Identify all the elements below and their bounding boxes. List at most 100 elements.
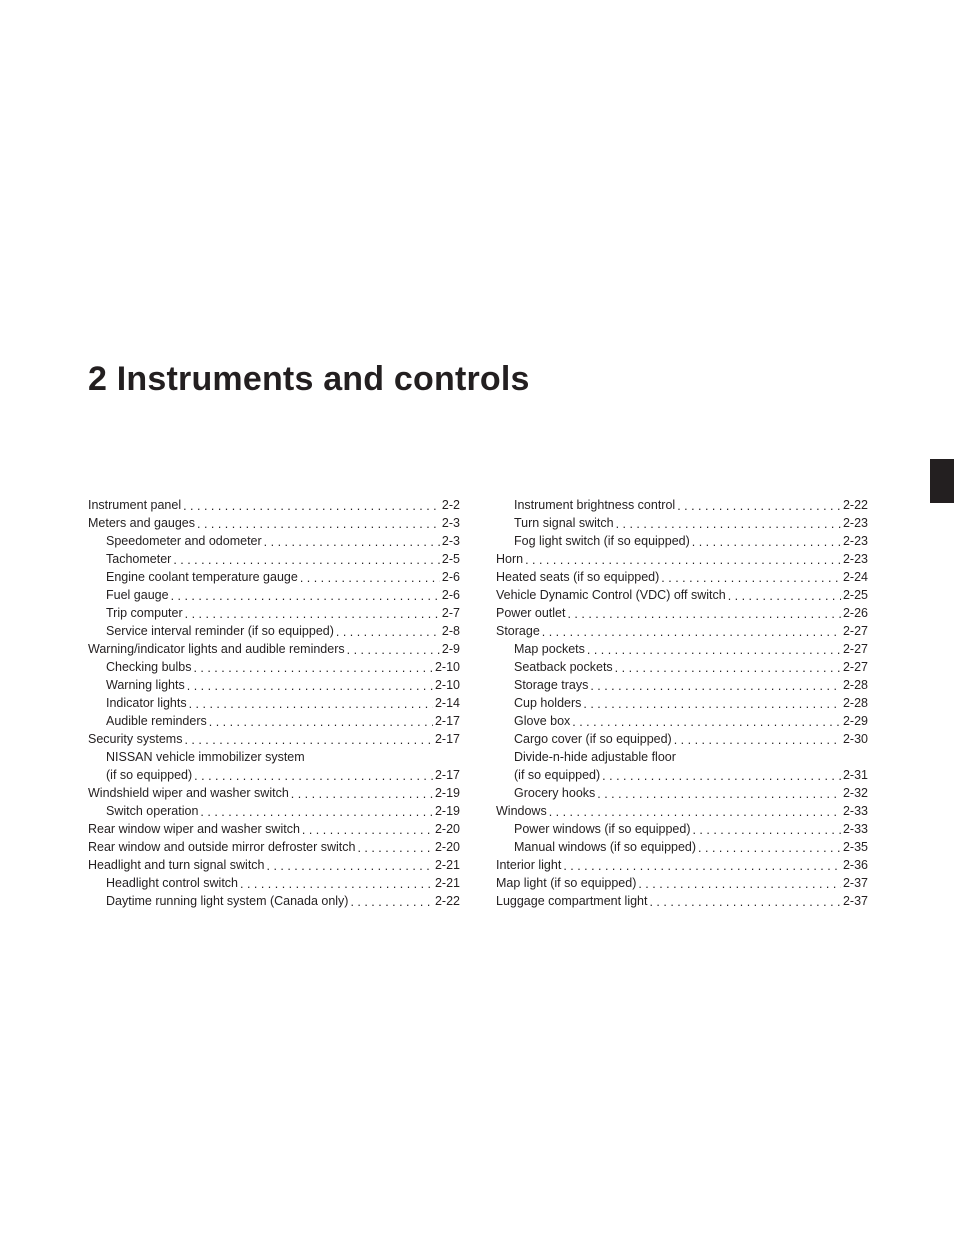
- toc-entry-page: 2-24: [843, 570, 868, 585]
- toc-dot-leader: [264, 535, 440, 550]
- toc-dot-leader: [200, 805, 433, 820]
- toc-entry: Vehicle Dynamic Control (VDC) off switch…: [496, 588, 868, 603]
- toc-entry: Windshield wiper and washer switch2-19: [88, 786, 460, 801]
- toc-dot-leader: [525, 553, 841, 568]
- toc-entry-page: 2-31: [843, 768, 868, 783]
- toc-entry: Switch operation 2-19: [88, 804, 460, 819]
- toc-entry-page: 2-23: [843, 534, 868, 549]
- toc-dot-leader: [567, 607, 840, 622]
- toc-dot-leader: [302, 823, 433, 838]
- toc-dot-leader: [336, 625, 440, 640]
- toc-entry: Interior light2-36: [496, 858, 868, 873]
- toc-entry: (if so equipped)2-17: [88, 768, 460, 783]
- toc-entry-label: Windows: [496, 804, 547, 819]
- toc-entry-page: 2-26: [843, 606, 868, 621]
- toc-entry: Fuel gauge 2-6: [88, 588, 460, 603]
- toc-entry: Rear window wiper and washer switch 2-20: [88, 822, 460, 837]
- toc-dot-leader: [173, 553, 440, 568]
- toc-dot-leader: [549, 805, 841, 820]
- toc-entry: Power windows (if so equipped)2-33: [496, 822, 868, 837]
- toc-entry: Daytime running light system (Canada onl…: [88, 894, 460, 909]
- toc-entry-label: Seatback pockets: [514, 660, 613, 675]
- table-of-contents: Instrument panel2-2Meters and gauges2-3S…: [88, 498, 868, 912]
- toc-entry: Audible reminders2-17: [88, 714, 460, 729]
- toc-dot-leader: [597, 787, 841, 802]
- toc-entry: Divide-n-hide adjustable floor: [496, 750, 868, 765]
- toc-entry-label: Windshield wiper and washer switch: [88, 786, 289, 801]
- toc-entry-page: 2-19: [435, 804, 460, 819]
- toc-entry-page: 2-33: [843, 822, 868, 837]
- toc-entry-page: 2-27: [843, 660, 868, 675]
- toc-entry-label: Checking bulbs: [106, 660, 191, 675]
- toc-dot-leader: [267, 859, 433, 874]
- toc-column-left: Instrument panel2-2Meters and gauges2-3S…: [88, 498, 460, 912]
- toc-dot-leader: [240, 877, 433, 892]
- toc-entry-label: Service interval reminder (if so equippe…: [106, 624, 334, 639]
- toc-entry-label: Rear window and outside mirror defroster…: [88, 840, 355, 855]
- toc-entry-label: Security systems: [88, 732, 182, 747]
- toc-dot-leader: [183, 499, 440, 514]
- toc-entry: Cargo cover (if so equipped) 2-30: [496, 732, 868, 747]
- toc-dot-leader: [677, 499, 841, 514]
- toc-entry-label: Instrument brightness control: [514, 498, 675, 513]
- toc-entry-page: 2-6: [442, 588, 460, 603]
- toc-entry-page: 2-32: [843, 786, 868, 801]
- toc-entry-label: Power outlet: [496, 606, 565, 621]
- toc-entry-label: Vehicle Dynamic Control (VDC) off switch: [496, 588, 726, 603]
- toc-entry-page: 2-5: [442, 552, 460, 567]
- toc-entry: Glove box 2-29: [496, 714, 868, 729]
- toc-entry-label: Cup holders: [514, 696, 581, 711]
- toc-dot-leader: [291, 787, 433, 802]
- toc-entry: Engine coolant temperature gauge2-6: [88, 570, 460, 585]
- toc-entry-label: Fog light switch (if so equipped): [514, 534, 690, 549]
- toc-entry-label: Grocery hooks: [514, 786, 595, 801]
- toc-dot-leader: [583, 697, 841, 712]
- toc-entry-label: Cargo cover (if so equipped): [514, 732, 672, 747]
- toc-entry-label: Rear window wiper and washer switch: [88, 822, 300, 837]
- toc-entry-page: 2-10: [435, 660, 460, 675]
- toc-entry-page: 2-17: [435, 768, 460, 783]
- toc-entry-label: Warning lights: [106, 678, 185, 693]
- toc-entry-label: Fuel gauge: [106, 588, 169, 603]
- toc-entry-page: 2-25: [843, 588, 868, 603]
- toc-dot-leader: [350, 895, 433, 910]
- toc-entry-page: 2-30: [843, 732, 868, 747]
- toc-dot-leader: [692, 535, 841, 550]
- toc-dot-leader: [542, 625, 841, 640]
- toc-entry-label: Storage: [496, 624, 540, 639]
- toc-entry-page: 2-3: [442, 534, 460, 549]
- toc-entry-page: 2-21: [435, 858, 460, 873]
- toc-entry: Windows 2-33: [496, 804, 868, 819]
- toc-dot-leader: [184, 733, 433, 748]
- toc-dot-leader: [197, 517, 440, 532]
- toc-entry-label: Switch operation: [106, 804, 198, 819]
- toc-entry-page: 2-20: [435, 840, 460, 855]
- toc-dot-leader: [587, 643, 841, 658]
- toc-entry-page: 2-23: [843, 552, 868, 567]
- toc-entry-page: 2-29: [843, 714, 868, 729]
- toc-entry: Power outlet 2-26: [496, 606, 868, 621]
- toc-entry: Instrument brightness control 2-22: [496, 498, 868, 513]
- toc-dot-leader: [615, 661, 841, 676]
- toc-entry-page: 2-17: [435, 714, 460, 729]
- toc-dot-leader: [649, 895, 840, 910]
- toc-entry-page: 2-20: [435, 822, 460, 837]
- toc-entry-label: Glove box: [514, 714, 570, 729]
- toc-entry-label: Headlight and turn signal switch: [88, 858, 265, 873]
- toc-entry: Indicator lights2-14: [88, 696, 460, 711]
- toc-entry: Horn2-23: [496, 552, 868, 567]
- toc-dot-leader: [187, 679, 433, 694]
- toc-entry-page: 2-33: [843, 804, 868, 819]
- toc-entry-page: 2-22: [843, 498, 868, 513]
- toc-entry: Trip computer2-7: [88, 606, 460, 621]
- manual-page: 2 Instruments and controls Instrument pa…: [0, 0, 954, 1235]
- toc-entry-label: Daytime running light system (Canada onl…: [106, 894, 348, 909]
- toc-entry: Headlight and turn signal switch 2-21: [88, 858, 460, 873]
- toc-dot-leader: [692, 823, 840, 838]
- toc-entry: Storage2-27: [496, 624, 868, 639]
- toc-dot-leader: [616, 517, 841, 532]
- toc-dot-leader: [357, 841, 433, 856]
- toc-entry-label: Divide-n-hide adjustable floor: [514, 750, 676, 765]
- toc-dot-leader: [563, 859, 841, 874]
- toc-entry-label: Storage trays: [514, 678, 588, 693]
